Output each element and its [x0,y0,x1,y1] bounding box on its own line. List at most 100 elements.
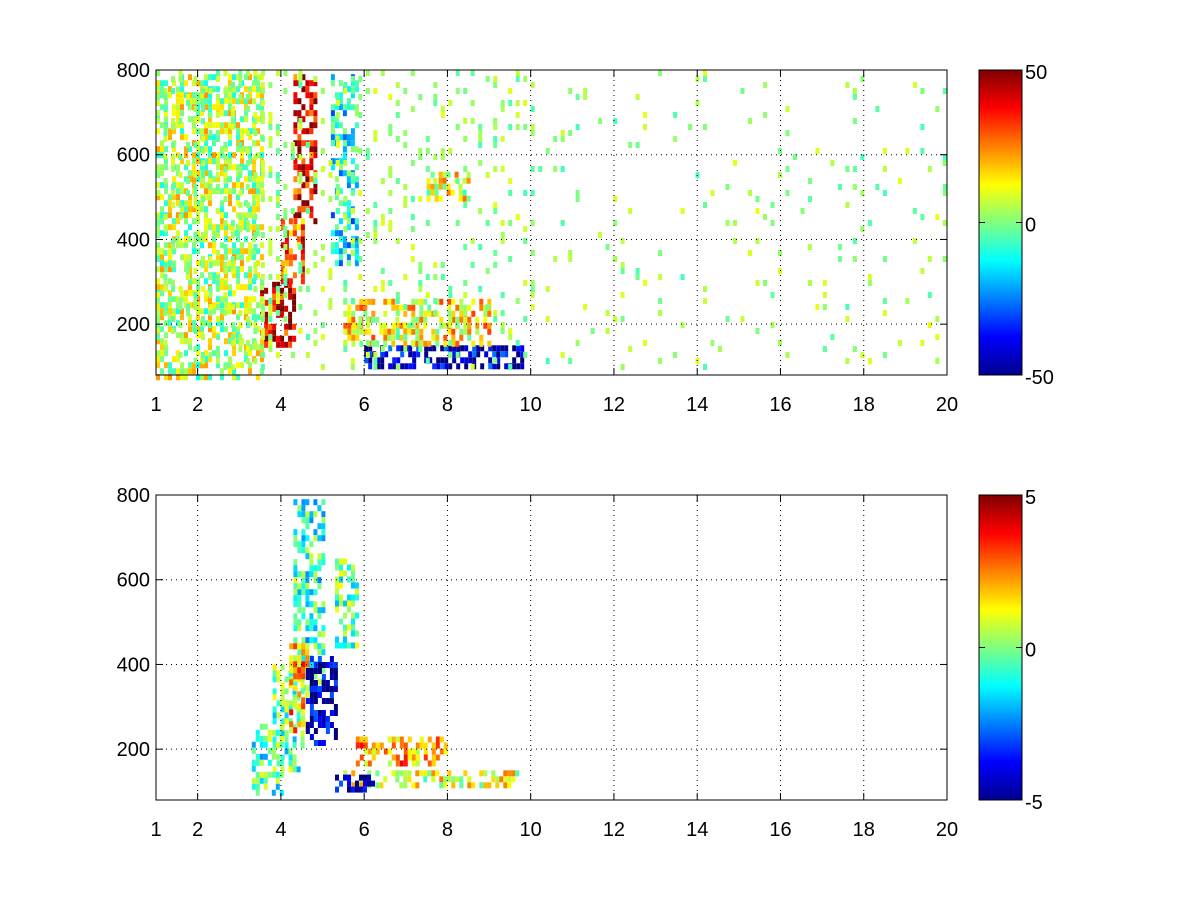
heatmap-cell [204,140,208,147]
heatmap-cell [321,631,326,638]
heatmap-cell [223,280,228,286]
heatmap-cell [196,80,200,87]
heatmap-cell [236,266,240,273]
heatmap-cell [305,619,310,626]
heatmap-cell [399,770,404,777]
heatmap-cell [391,754,396,761]
heatmap-cell [212,152,216,159]
heatmap-cell [212,350,216,357]
heatmap-cell [335,642,339,649]
heatmap-cell [342,134,347,141]
heatmap-region-7 [335,774,375,793]
heatmap-cell [339,564,343,571]
heatmap-cell [293,577,298,584]
heatmap-cell [171,190,175,196]
x-tick-label: 14 [686,819,708,841]
y-tick-label: 400 [117,654,150,676]
heatmap-cell [605,310,610,316]
heatmap-cell [244,284,248,291]
heatmap-cell [305,601,310,608]
heatmap-cell [212,158,216,165]
heatmap-cell [359,774,363,781]
heatmap-cell [508,256,513,262]
heatmap-cell [164,80,168,87]
heatmap-cell [172,176,176,183]
x-tick-label: 6 [359,394,370,416]
heatmap-cell [160,254,164,261]
heatmap-cell [201,232,205,238]
heatmap-cell [376,363,381,370]
heatmap-cell [297,188,302,195]
heatmap-cell [431,754,436,761]
heatmap-cell [204,320,208,327]
heatmap-cell [200,110,204,117]
heatmap-cell [317,643,322,650]
heatmap-cell [192,80,196,87]
heatmap-cell [208,188,212,195]
heatmap-cell [204,224,208,231]
heatmap-cell [373,226,378,232]
heatmap-cell [297,649,302,656]
heatmap-cell [156,146,160,153]
heatmap-cell [545,358,550,364]
heatmap-cell [475,322,480,329]
heatmap-cell [293,218,298,225]
heatmap-cell [446,183,451,190]
heatmap-cell [168,320,172,327]
heatmap-cell [220,374,224,381]
heatmap-cell [168,260,172,267]
heatmap-cell [395,322,400,329]
heatmap-cell [305,577,310,584]
heatmap-cell [343,322,348,329]
heatmap-cell [164,332,168,339]
heatmap-cell [321,722,326,728]
heatmap-cell [305,268,310,274]
heatmap-cell [248,206,252,213]
heatmap-cell [293,637,298,644]
heatmap-cell [208,304,213,310]
heatmap-cell [380,280,385,286]
heatmap-cell [605,244,610,250]
heatmap-cell [335,636,339,643]
heatmap-cell [480,363,485,370]
heatmap-cell [351,576,355,583]
heatmap-cell [363,742,368,749]
heatmap-cell [309,517,314,524]
heatmap-cell [439,748,444,755]
heatmap-cell [365,148,370,154]
heatmap-cell [260,352,265,358]
heatmap-cell [164,164,168,171]
heatmap-cell [172,368,176,375]
heatmap-cell [230,340,235,346]
heatmap-cell [298,178,303,184]
heatmap-cell [643,280,648,286]
heatmap-cell [418,94,423,100]
heatmap-cell [338,98,343,105]
heatmap-cell [300,682,305,689]
heatmap-cell [200,182,204,189]
heatmap-cell [330,164,335,171]
heatmap-cell [755,328,760,334]
heatmap-cell [244,248,248,255]
heatmap-cell [238,70,243,76]
heatmap-cell [478,130,483,136]
heatmap-cell [224,254,228,261]
heatmap-cell [260,172,265,178]
heatmap-cell [292,299,297,306]
heatmap-cell [431,760,436,767]
heatmap-cell [837,184,842,190]
x-tick-label: 20 [936,819,958,841]
heatmap-cell [493,202,498,208]
heatmap-cell [343,558,347,565]
heatmap-cell [271,753,276,760]
heatmap-cell [321,643,326,650]
heatmap-cell [301,158,306,165]
heatmap-cell [395,136,400,142]
heatmap-cell [164,182,168,189]
heatmap-cell [321,535,326,542]
heatmap-cell [403,142,408,148]
heatmap-cell [419,770,424,777]
heatmap-cell [309,704,314,710]
heatmap-cell [193,346,198,352]
heatmap-cell [301,547,306,554]
